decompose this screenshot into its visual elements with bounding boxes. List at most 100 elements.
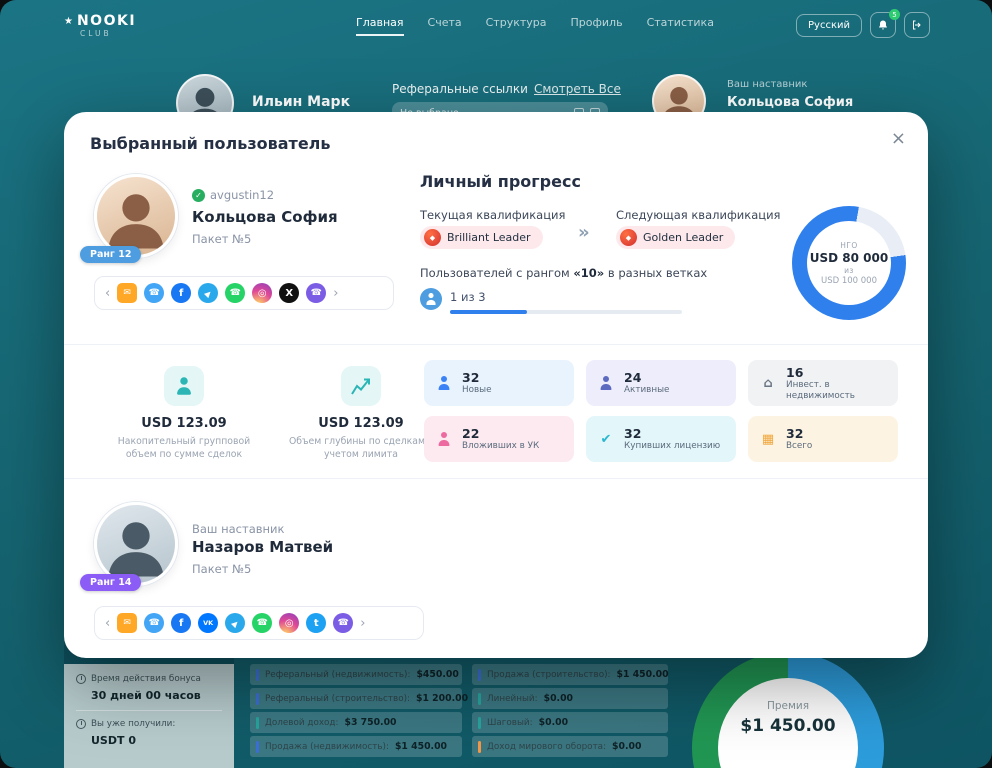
income-list: Реферальный (недвижимость): $450.00 Рефер… [250, 664, 669, 757]
current-qualification-badge: ◆ Brilliant Leader [420, 226, 543, 249]
income-value: $3 750.00 [344, 717, 397, 728]
income-row: Доход мирового оборота: $0.00 [472, 736, 668, 757]
nav-item-accounts[interactable]: Счета [427, 16, 462, 29]
requirement-suffix: в разных ветках [607, 266, 708, 280]
income-label: Реферальный (строительство): [265, 693, 410, 704]
house-icon: ⌂ [763, 375, 773, 391]
income-row: Линейный: $0.00 [472, 688, 668, 709]
premium-donut-chart: Премия $1 450.00 [692, 652, 884, 768]
selected-user-name: Кольцова София [192, 208, 338, 226]
instagram-icon[interactable]: ◎ [252, 283, 273, 303]
mail-icon[interactable]: ✉ [117, 613, 138, 633]
next-qualification-value: Golden Leader [643, 231, 724, 244]
mail-icon[interactable]: ✉ [117, 283, 138, 303]
income-value: $450.00 [416, 669, 459, 680]
header-actions: Русский 5 [796, 9, 930, 38]
bonus-card: Время действия бонуса 30 дней 00 часов В… [64, 664, 234, 768]
income-value: $1 450.00 [616, 669, 669, 680]
stat-label: Активные [624, 385, 670, 396]
accent-bar [478, 740, 481, 753]
progress-bar [450, 310, 682, 314]
logo-subtext: CLUB [80, 29, 112, 38]
person-plus-icon [435, 375, 453, 391]
goal-total-value: USD 100 000 [820, 275, 877, 286]
mentor-package: Пакет №5 [192, 562, 252, 576]
notifications-button[interactable]: 5 [870, 9, 900, 38]
income-label: Доход мирового оборота: [487, 741, 607, 752]
social-links-bar: ‹ ✉ ☎ f VK ▶ ☎ ◎ t ☎ › [94, 606, 424, 640]
nav-item-profile[interactable]: Профиль [570, 16, 623, 29]
requirement-text: Пользователей с рангом «10» в разных вет… [420, 266, 707, 280]
progress-bar-fill [450, 310, 527, 314]
instagram-icon[interactable]: ◎ [279, 613, 300, 633]
telegram-icon[interactable]: ▶ [198, 283, 219, 303]
language-button[interactable]: Русский [796, 13, 862, 37]
stat-label: Купивших лицензию [624, 441, 721, 452]
medal-icon: ◆ [424, 229, 441, 246]
income-row: Долевой доход: $3 750.00 [250, 712, 462, 733]
person-icon [435, 431, 453, 447]
viber-icon[interactable]: ☎ [306, 283, 327, 303]
income-row: Реферальный (строительство): $1 200.00 [250, 688, 468, 709]
current-qualification-value: Brilliant Leader [447, 231, 531, 244]
mentor-avatar [94, 502, 178, 586]
group-volume-label: Накопительный групповой объем по сумме с… [117, 436, 251, 461]
vk-icon[interactable]: VK [198, 613, 219, 633]
goal-current-value: USD 80 000 [809, 250, 889, 265]
stat-card-new: 32 Новые [424, 360, 574, 406]
goal-donut-chart: НГО USD 80 000 из USD 100 000 [792, 206, 906, 320]
person-icon [424, 292, 438, 306]
stat-label: Новые [462, 385, 492, 396]
twitter-icon[interactable]: t [306, 613, 327, 633]
rank-user-icon [420, 288, 442, 310]
stat-value: 32 [624, 426, 642, 442]
stat-value: 24 [624, 370, 642, 386]
person-silhouette-icon [108, 194, 164, 249]
accent-bar [478, 716, 481, 729]
current-user-name: Ильин Марк [252, 94, 351, 110]
nav-item-statistics[interactable]: Статистика [646, 16, 714, 29]
chevron-right-icon[interactable]: › [333, 285, 339, 301]
facebook-icon[interactable]: f [171, 283, 192, 303]
social-links-bar: ‹ ✉ ☎ f ▶ ☎ ◎ X ☎ › [94, 276, 394, 310]
chevron-left-icon[interactable]: ‹ [105, 285, 111, 301]
facebook-icon[interactable]: f [171, 613, 192, 633]
app-logo: ★ NOOKI CLUB [64, 13, 136, 38]
close-icon[interactable]: × [890, 128, 906, 149]
stat-label: Инвест. в недвижимость [786, 380, 855, 401]
stat-label: Вложивших в УК [462, 441, 540, 452]
selected-user-package: Пакет №5 [192, 232, 252, 246]
logout-button[interactable] [904, 12, 930, 38]
phone-icon[interactable]: ☎ [144, 283, 165, 303]
nav-item-structure[interactable]: Структура [485, 16, 547, 29]
telegram-icon[interactable]: ▶ [225, 613, 246, 633]
premium-donut-center: Премия $1 450.00 [718, 678, 858, 768]
nav-item-main[interactable]: Главная [356, 16, 404, 36]
income-label: Реферальный (недвижимость): [265, 669, 411, 680]
logo-star-icon: ★ [64, 15, 73, 27]
chevron-right-icon[interactable]: › [360, 615, 366, 631]
accent-bar [256, 668, 259, 681]
income-row: Продажа (строительство): $1 450.00 [472, 664, 669, 685]
income-row: Шаговый: $0.00 [472, 712, 668, 733]
income-row: Продажа (недвижимость): $1 450.00 [250, 736, 462, 757]
received-value: USDT 0 [91, 734, 136, 747]
goal-divider-text: из [844, 265, 854, 275]
username: avgustin12 [210, 188, 275, 202]
stat-card-license: ✔ 32 Купивших лицензию [586, 416, 736, 462]
income-label: Шаговый: [487, 717, 533, 728]
medal-icon: ◆ [620, 229, 637, 246]
requirement-prefix: Пользователей с рангом [420, 266, 570, 280]
goal-donut-center: НГО USD 80 000 из USD 100 000 [807, 221, 891, 305]
see-all-link[interactable]: Смотреть Все [534, 82, 621, 96]
whatsapp-icon[interactable]: ☎ [252, 613, 273, 633]
whatsapp-icon[interactable]: ☎ [225, 283, 246, 303]
income-value: $1 450.00 [394, 741, 448, 752]
phone-icon[interactable]: ☎ [144, 613, 165, 633]
viber-icon[interactable]: ☎ [333, 613, 354, 633]
bonus-time-value: 30 дней 00 часов [91, 689, 201, 702]
income-value: $0.00 [543, 693, 574, 704]
chevron-left-icon[interactable]: ‹ [105, 615, 111, 631]
x-twitter-icon[interactable]: X [279, 283, 300, 303]
